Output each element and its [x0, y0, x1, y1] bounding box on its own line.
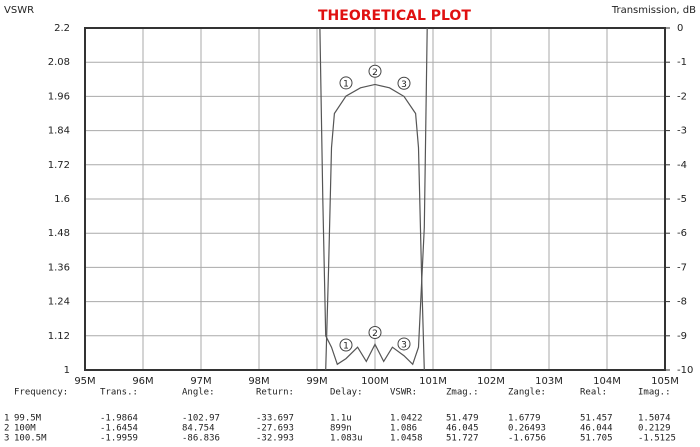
y2-tick-label: -7	[677, 262, 687, 273]
table-cell: -1.6454	[100, 424, 138, 434]
table-cell: 1.5074	[638, 414, 671, 424]
table-cell: 0.26493	[508, 424, 546, 434]
table-header: Zmag.:	[446, 388, 479, 398]
table-cell: 51.705	[580, 434, 613, 444]
y-tick-label: 1.72	[48, 160, 70, 171]
marker	[339, 338, 353, 352]
table-header: Real:	[580, 388, 607, 398]
table-cell: 2	[4, 424, 9, 434]
y2-tick-label: -9	[677, 331, 687, 342]
x-tick-label: 99M	[306, 376, 327, 387]
table-cell: 99.5M	[14, 414, 42, 424]
x-tick-label: 101M	[419, 376, 447, 387]
table-cell: 1	[4, 414, 9, 424]
marker-label: 3	[401, 340, 407, 350]
y2-tick-label: -3	[677, 126, 687, 137]
y-tick-label: 1.96	[48, 91, 70, 102]
table-cell: 1.6779	[508, 414, 541, 424]
table-cell: 100.5M	[14, 434, 47, 444]
table-cell: 51.727	[446, 434, 479, 444]
table-cell: -33.697	[256, 414, 294, 424]
y2-tick-label: -10	[677, 365, 693, 376]
table-cell: 84.754	[182, 424, 215, 434]
table-cell: -1.6756	[508, 434, 546, 444]
y2-tick-label: -2	[677, 91, 687, 102]
plot-frame	[84, 27, 666, 371]
marker-label: 1	[343, 341, 349, 351]
y-tick-label: 1.12	[48, 331, 70, 342]
y-tick-label: 1.24	[48, 297, 70, 308]
x-tick-label: 98M	[248, 376, 269, 387]
table-cell: -1.9864	[100, 414, 138, 424]
table-cell: 46.045	[446, 424, 479, 434]
series-line	[319, 28, 428, 366]
x-tick-label: 100M	[361, 376, 389, 387]
y2-tick-label: -1	[677, 57, 687, 68]
marker	[368, 64, 382, 78]
table-cell: 1.083u	[330, 434, 363, 444]
table-cell: -1.9959	[100, 434, 138, 444]
table-cell: 1.086	[390, 424, 417, 434]
table-header: Frequency:	[14, 388, 68, 398]
x-tick-label: 96M	[132, 376, 153, 387]
y2-tick-label: -6	[677, 228, 687, 239]
x-tick-label: 103M	[535, 376, 563, 387]
y2-tick-label: -5	[677, 194, 687, 205]
x-tick-label: 95M	[74, 376, 95, 387]
x-tick-label: 104M	[593, 376, 621, 387]
table-header: Imag.:	[638, 388, 671, 398]
table-cell: 46.044	[580, 424, 613, 434]
series-line	[325, 83, 425, 370]
table-cell: 100M	[14, 424, 36, 434]
y-tick-label: 1	[64, 365, 70, 376]
table-cell: 51.479	[446, 414, 479, 424]
y2-axis-label: Transmission, dB	[611, 5, 696, 16]
y-tick-label: 1.36	[48, 262, 70, 273]
table-cell: 0.2129	[638, 424, 671, 434]
table-cell: -32.993	[256, 434, 294, 444]
table-header: Delay:	[330, 388, 363, 398]
table-cell: -86.836	[182, 434, 220, 444]
table-cell: -27.693	[256, 424, 294, 434]
y2-tick-label: 0	[677, 23, 683, 34]
table-header: Zangle:	[508, 388, 546, 398]
y2-tick-label: -8	[677, 297, 687, 308]
y-tick-label: 2.08	[48, 57, 70, 68]
marker-label: 1	[343, 79, 349, 89]
marker-label: 2	[372, 68, 378, 78]
marker	[368, 325, 382, 339]
marker	[397, 337, 411, 351]
table-header: Trans.:	[100, 388, 138, 398]
table-header: Return:	[256, 388, 294, 398]
marker-label: 3	[401, 80, 407, 90]
plot-area	[319, 28, 428, 370]
table-cell: 899n	[330, 424, 352, 434]
table-cell: 1.0458	[390, 434, 423, 444]
x-tick-label: 105M	[651, 376, 679, 387]
table-cell: 1.0422	[390, 414, 423, 424]
y-axis-label: VSWR	[4, 5, 34, 16]
y-tick-label: 1.84	[48, 126, 70, 137]
chart-title: THEORETICAL PLOT	[318, 8, 471, 24]
y-tick-label: 1.48	[48, 228, 70, 239]
marker-label: 2	[372, 329, 378, 339]
x-tick-label: 97M	[190, 376, 211, 387]
y2-tick-label: -4	[677, 160, 687, 171]
marker	[397, 76, 411, 90]
marker	[339, 76, 353, 90]
table-cell: 51.457	[580, 414, 613, 424]
table-cell: 3	[4, 434, 9, 444]
x-tick-label: 102M	[477, 376, 505, 387]
table-cell: -1.5125	[638, 434, 676, 444]
y-tick-label: 1.6	[54, 194, 70, 205]
table-header: VSWR:	[390, 388, 417, 398]
table-header: Angle:	[182, 388, 215, 398]
table-cell: -102.97	[182, 414, 220, 424]
y-tick-label: 2.2	[54, 23, 70, 34]
table-cell: 1.1u	[330, 414, 352, 424]
